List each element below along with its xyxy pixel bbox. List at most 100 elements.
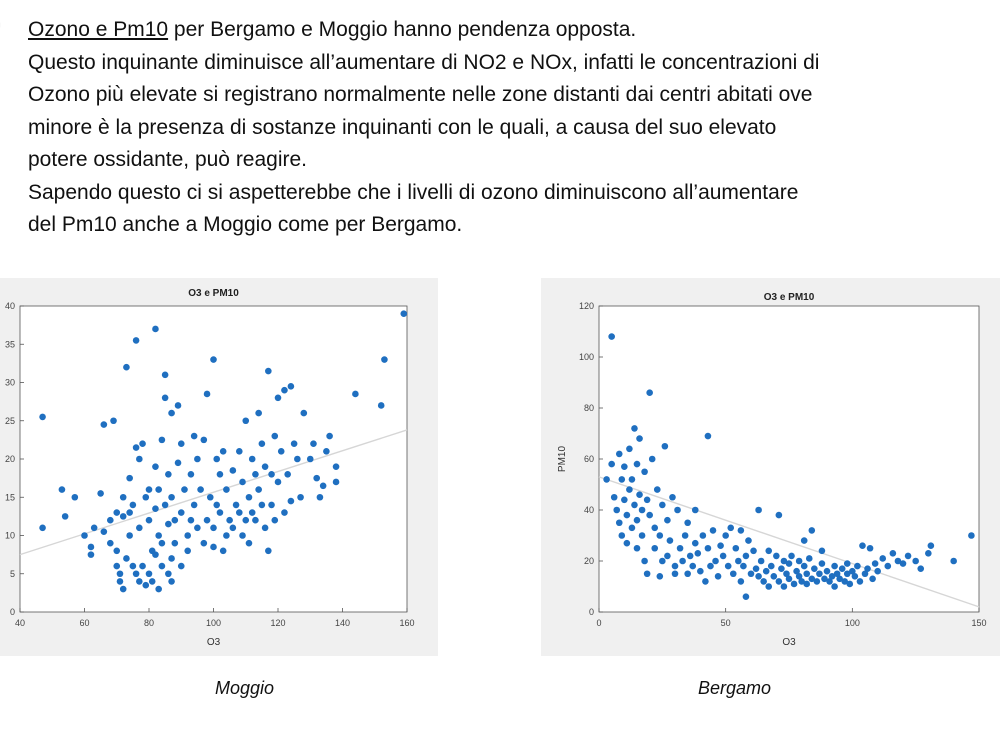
data-point bbox=[265, 547, 272, 555]
data-point bbox=[165, 471, 172, 478]
data-point bbox=[694, 550, 702, 557]
data-point bbox=[158, 539, 166, 547]
data-point bbox=[808, 527, 816, 534]
y-tick-label: 15 bbox=[5, 492, 15, 502]
data-point bbox=[615, 450, 623, 458]
data-point bbox=[628, 476, 636, 483]
data-point bbox=[252, 471, 259, 478]
data-point bbox=[631, 501, 638, 509]
data-point bbox=[833, 570, 841, 578]
data-point bbox=[187, 471, 195, 478]
data-point bbox=[113, 509, 121, 516]
data-point bbox=[808, 575, 816, 583]
chart-title: O3 e PM10 bbox=[764, 292, 815, 303]
data-point bbox=[223, 486, 230, 493]
data-point bbox=[669, 493, 676, 501]
data-point bbox=[656, 573, 664, 580]
data-point bbox=[770, 573, 778, 580]
data-point bbox=[805, 555, 813, 562]
data-point bbox=[236, 448, 243, 455]
data-point bbox=[142, 493, 150, 501]
data-point bbox=[778, 565, 785, 572]
data-point bbox=[274, 394, 282, 402]
data-point bbox=[795, 557, 803, 565]
data-point bbox=[618, 532, 626, 539]
data-point bbox=[740, 562, 747, 570]
text-line-6: Sapendo questo ci si aspetterebbe che i … bbox=[28, 180, 799, 204]
data-point bbox=[113, 547, 121, 555]
data-point bbox=[136, 578, 143, 585]
x-tick-label: 0 bbox=[596, 618, 601, 628]
x-axis-label: O3 bbox=[782, 637, 796, 648]
data-point bbox=[666, 537, 674, 544]
data-point bbox=[735, 557, 742, 565]
data-point bbox=[968, 532, 975, 539]
data-point bbox=[184, 532, 191, 539]
data-point bbox=[377, 402, 385, 409]
data-point bbox=[643, 496, 651, 504]
data-point bbox=[950, 557, 957, 565]
data-point bbox=[165, 570, 172, 578]
x-tick-label: 60 bbox=[79, 618, 89, 628]
data-point bbox=[268, 501, 275, 509]
data-point bbox=[281, 509, 288, 516]
data-point bbox=[664, 516, 671, 524]
data-point bbox=[765, 547, 773, 555]
data-point bbox=[248, 455, 256, 463]
data-point bbox=[132, 570, 140, 578]
data-point bbox=[762, 567, 770, 575]
y-tick-label: 10 bbox=[5, 531, 15, 541]
data-point bbox=[636, 435, 643, 442]
data-point bbox=[603, 476, 610, 483]
data-point bbox=[155, 585, 162, 593]
data-point bbox=[884, 562, 892, 570]
data-point bbox=[676, 544, 684, 552]
data-point bbox=[727, 524, 735, 532]
data-point bbox=[190, 432, 198, 440]
data-point bbox=[800, 562, 808, 570]
data-point bbox=[826, 578, 833, 585]
data-point bbox=[803, 580, 811, 588]
data-point bbox=[823, 567, 831, 575]
x-tick-label: 50 bbox=[721, 618, 731, 628]
data-point bbox=[646, 389, 653, 396]
data-point bbox=[184, 547, 191, 555]
data-point bbox=[171, 539, 179, 547]
data-point bbox=[800, 537, 808, 544]
data-point bbox=[152, 551, 159, 558]
data-point bbox=[165, 520, 172, 528]
data-point bbox=[811, 565, 818, 572]
data-point bbox=[97, 490, 104, 497]
data-point bbox=[58, 486, 66, 493]
data-point bbox=[277, 448, 285, 455]
data-point bbox=[168, 578, 175, 585]
data-point bbox=[608, 460, 615, 468]
data-point bbox=[197, 486, 204, 493]
data-point bbox=[661, 442, 669, 450]
y-axis-label: PM10 bbox=[557, 446, 568, 473]
y-tick-label: 20 bbox=[5, 454, 15, 464]
y-tick-label: 30 bbox=[5, 378, 15, 388]
data-point bbox=[100, 528, 108, 535]
data-point bbox=[788, 552, 795, 560]
data-point bbox=[783, 570, 790, 578]
data-point bbox=[148, 578, 156, 585]
data-point bbox=[174, 402, 182, 409]
data-point bbox=[821, 575, 828, 583]
data-point bbox=[239, 532, 246, 539]
data-point bbox=[152, 505, 159, 513]
data-point bbox=[757, 557, 765, 565]
data-point bbox=[281, 386, 288, 394]
data-point bbox=[306, 455, 314, 463]
data-point bbox=[633, 544, 641, 552]
data-point bbox=[171, 516, 179, 524]
data-point bbox=[223, 532, 230, 539]
y-tick-label: 25 bbox=[5, 416, 15, 426]
data-point bbox=[213, 501, 221, 509]
data-point bbox=[119, 585, 127, 593]
data-point bbox=[190, 501, 198, 509]
data-point bbox=[704, 432, 712, 440]
data-point bbox=[271, 432, 279, 440]
data-point bbox=[326, 432, 333, 440]
data-point bbox=[252, 516, 259, 524]
